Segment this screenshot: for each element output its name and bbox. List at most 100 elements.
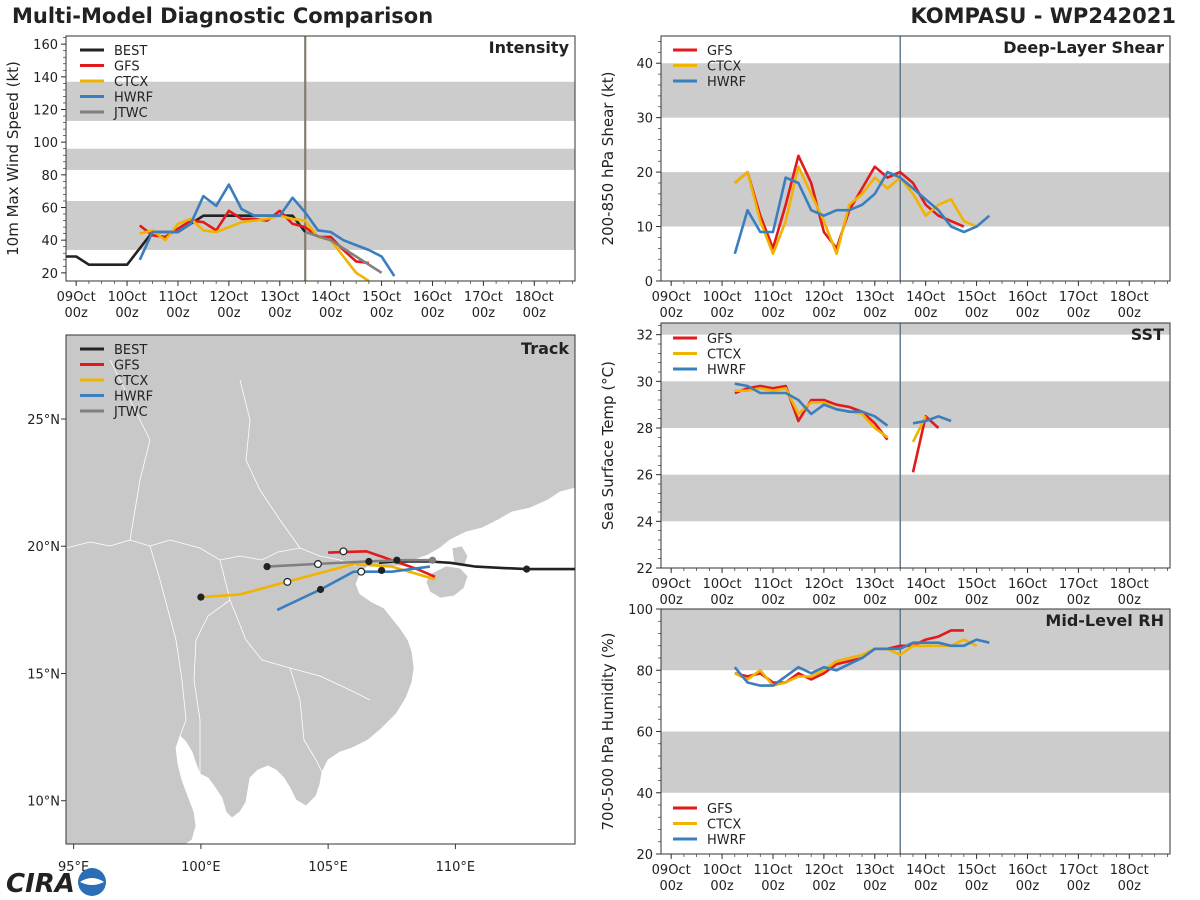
intensity-x-tick-label-hour: 00z	[115, 306, 139, 321]
intensity-legend-label-jtwc: JTWC	[113, 106, 148, 121]
track-position-marker	[316, 585, 325, 594]
sst-x-tick-label-day: 09Oct	[652, 577, 691, 592]
shear-x-tick-label-hour: 00z	[710, 306, 734, 321]
track-position-marker	[197, 593, 205, 601]
intensity-y-tick-label: 120	[33, 104, 58, 119]
intensity-x-tick-label-hour: 00z	[217, 306, 241, 321]
sst-x-tick-label-day: 11Oct	[753, 577, 792, 592]
track-panel: 95°E 100°E 105°E 110°E 10°N 15°N 20°N 25°N Track…	[27, 334, 576, 875]
rh-panel: 2040608010009Oct00z10Oct00z11Oct00z12Oct…	[599, 603, 1171, 894]
rh-x-tick-label-day: 13Oct	[855, 863, 894, 878]
track-legend-label-gfs: GFS	[114, 359, 140, 374]
shear-x-tick-label-day: 11Oct	[753, 290, 792, 305]
intensity-x-tick-label-day: 10Oct	[108, 290, 147, 305]
rh-x-tick-label-day: 12Oct	[804, 863, 843, 878]
intensity-y-axis-label: 10m Max Wind Speed (kt)	[4, 61, 22, 256]
intensity-y-tick-label: 100	[33, 136, 58, 151]
shear-x-tick-label-hour: 00z	[1067, 306, 1091, 321]
rh-x-tick-label-hour: 00z	[761, 879, 785, 894]
intensity-x-tick-label-day: 12Oct	[209, 290, 248, 305]
rh-x-tick-label-hour: 00z	[965, 879, 989, 894]
sst-y-axis-label: Sea Surface Temp (°C)	[599, 361, 617, 530]
track-series-ctcx	[200, 562, 436, 599]
track-position-marker-jtwc	[428, 556, 437, 564]
emblem-swirl	[80, 878, 104, 885]
intensity-y-tick-label: 80	[41, 169, 58, 184]
shear-series-group	[733, 154, 991, 256]
rh-series-gfs	[734, 629, 964, 684]
sst-legend-label-hwrf: HWRF	[707, 363, 746, 378]
rh-panel-title: Mid-Level RH	[1045, 611, 1164, 630]
track-legend-label-hwrf: HWRF	[114, 390, 153, 405]
track-position-marker-open	[339, 547, 348, 556]
shear-x-tick-label-day: 18Oct	[1110, 290, 1149, 305]
track-series-hwrf	[276, 565, 431, 612]
intensity-series-jtwc	[304, 230, 383, 274]
sst-x-tick-label-day: 17Oct	[1059, 577, 1098, 592]
sst-x-tick-label-day: 16Oct	[1008, 577, 1047, 592]
sst-x-tick-label-hour: 00z	[812, 593, 836, 608]
intensity-shaded-band	[66, 148, 575, 170]
intensity-y-tick-label: 40	[41, 234, 58, 249]
rh-x-tick-label-day: 15Oct	[957, 863, 996, 878]
rh-y-tick-label: 60	[636, 726, 653, 741]
track-x-tick-label: 95°E	[58, 860, 89, 875]
sst-background	[661, 323, 1170, 568]
shear-x-tick-label-hour: 00z	[965, 306, 989, 321]
shear-x-tick-label-day: 12Oct	[804, 290, 843, 305]
rh-x-tick-label-hour: 00z	[1016, 879, 1040, 894]
rh-series-group	[733, 629, 990, 687]
intensity-x-tick-label-hour: 00z	[166, 306, 190, 321]
rh-y-tick-label: 40	[636, 787, 653, 802]
sst-x-tick-label-day: 14Oct	[906, 577, 945, 592]
rh-y-tick-label: 80	[636, 664, 653, 679]
shear-x-tick-label-hour: 00z	[863, 306, 887, 321]
sst-x-tick-label-hour: 00z	[659, 593, 683, 608]
sst-series-ctcx	[734, 386, 889, 439]
track-position-marker	[365, 557, 373, 566]
intensity-y-tick-label: 140	[33, 71, 58, 86]
track-series-group	[197, 547, 575, 612]
rh-series-hwrf	[733, 638, 990, 687]
sst-y-tick-label: 22	[636, 562, 653, 577]
sst-x-tick-label-day: 10Oct	[703, 577, 742, 592]
shear-x-tick-label-hour: 00z	[914, 306, 938, 321]
track-y-tick-label: 15°N	[27, 667, 60, 682]
sst-legend-label-gfs: GFS	[707, 332, 733, 347]
sst-x-tick-label-hour: 00z	[761, 593, 785, 608]
track-position-marker-open	[313, 560, 322, 569]
rh-legend-label-ctcx: CTCX	[707, 818, 741, 833]
sst-x-tick-label-hour: 00z	[710, 593, 734, 608]
track-x-tick-label: 110°E	[436, 860, 476, 875]
shear-frame	[660, 35, 1171, 282]
sst-shaded-band	[661, 474, 1170, 522]
intensity-x-tick-label-day: 14Oct	[311, 290, 350, 305]
cira-logo: CIRA	[6, 868, 106, 898]
shear-series-ctcx	[733, 165, 978, 256]
track-position-marker-open	[283, 577, 292, 586]
track-y-tick-label: 20°N	[27, 540, 60, 555]
intensity-legend-label-best: BEST	[114, 44, 147, 59]
sst-x-tick-label-hour: 00z	[914, 593, 938, 608]
intensity-x-tick-label-day: 13Oct	[260, 290, 299, 305]
shear-panel-title: Deep-Layer Shear	[1003, 38, 1164, 57]
intensity-x-tick-label-day: 16Oct	[413, 290, 452, 305]
sst-series-group	[734, 382, 952, 473]
intensity-shaded-band	[66, 200, 575, 250]
sst-frame	[660, 322, 1171, 569]
intensity-x-tick-label-day: 18Oct	[515, 290, 554, 305]
sst-x-tick-label-day: 18Oct	[1110, 577, 1149, 592]
sst-shaded-band	[661, 323, 1170, 335]
intensity-x-tick-label-hour: 00z	[268, 306, 292, 321]
sst-series-hwrf	[912, 414, 952, 425]
intensity-legend-label-hwrf: HWRF	[114, 91, 153, 106]
rh-y-tick-label: 100	[628, 603, 653, 618]
track-x-tick-label: 100°E	[181, 860, 221, 875]
shear-y-tick-label: 30	[636, 112, 653, 127]
shear-x-tick-label-hour: 00z	[761, 306, 785, 321]
sst-x-tick-label-hour: 00z	[1118, 593, 1142, 608]
track-position-marker	[523, 565, 531, 573]
storm-id-title: KOMPASU - WP242021	[910, 4, 1176, 28]
rh-x-tick-label-day: 18Oct	[1110, 863, 1149, 878]
shear-x-tick-label-day: 14Oct	[906, 290, 945, 305]
